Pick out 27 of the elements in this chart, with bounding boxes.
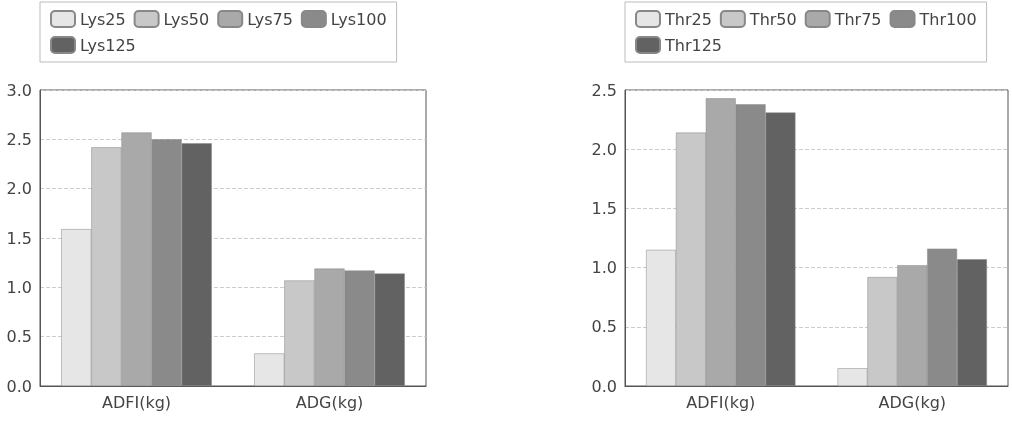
x-tick-label: ADG(kg): [878, 392, 947, 412]
y-tick-label: 0.5: [6, 327, 32, 347]
x-tick-label: ADG(kg): [295, 392, 364, 412]
legend-label: Thr125: [664, 35, 723, 55]
y-tick-label: 1.0: [591, 258, 617, 278]
y-tick-label: 2.0: [6, 179, 32, 199]
x-tick-label: ADFI(kg): [686, 392, 756, 412]
y-tick-label: 1.5: [591, 198, 617, 218]
legend-label: Lys100: [330, 9, 387, 29]
legend-label: Lys75: [247, 9, 293, 29]
y-tick-label: 3.0: [6, 80, 32, 100]
legend-label: Lys50: [163, 9, 210, 29]
legend-label: Thr100: [918, 9, 977, 29]
y-tick-label: 2.5: [591, 80, 617, 100]
legend-label: Lys125: [80, 35, 136, 55]
legend-label: Thr75: [833, 9, 882, 29]
y-tick-label: 0.0: [6, 376, 32, 396]
y-tick-label: 0.5: [591, 317, 617, 337]
y-tick-label: 1.0: [6, 277, 32, 297]
legend-label: Lys25: [80, 9, 126, 29]
y-tick-label: 0.0: [591, 376, 617, 396]
legend-label: Thr50: [748, 9, 797, 29]
legend-label: Thr25: [664, 9, 712, 29]
y-tick-label: 1.5: [6, 228, 32, 248]
y-tick-label: 2.5: [6, 129, 32, 149]
x-tick-label: ADFI(kg): [101, 392, 172, 412]
y-tick-label: 2.0: [591, 139, 617, 159]
